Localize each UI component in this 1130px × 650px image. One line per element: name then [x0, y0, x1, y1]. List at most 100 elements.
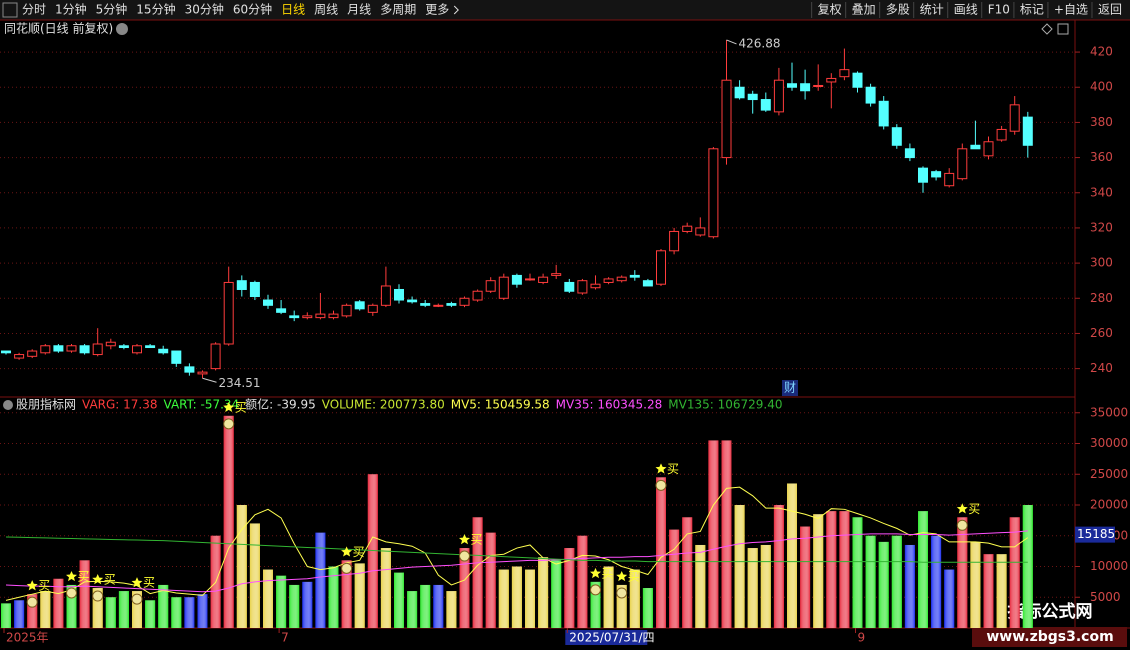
watermark-title: 指标公式网	[1008, 601, 1093, 622]
volume-bar-shine	[800, 526, 811, 628]
candle-body	[171, 350, 182, 364]
title-dropdown[interactable]	[116, 23, 128, 35]
toolbar-tab[interactable]: 更多	[425, 3, 449, 17]
signal-star	[223, 401, 235, 413]
marker-box	[782, 380, 798, 396]
volume-bar-shine	[865, 535, 876, 628]
volume-bar-shine	[14, 600, 25, 628]
candle-body	[1009, 104, 1020, 132]
indicator-dropdown[interactable]	[3, 400, 13, 410]
menu-icon[interactable]	[2, 2, 18, 18]
money-bag	[956, 519, 968, 531]
volume-bar-shine	[695, 544, 706, 628]
toolbar-button[interactable]: 标记	[1020, 3, 1044, 17]
toolbar-tab[interactable]: 5分钟	[96, 2, 128, 17]
candle-body	[14, 354, 25, 359]
candle-body	[367, 304, 378, 313]
candle-body	[105, 341, 116, 347]
candle-body	[446, 303, 457, 306]
candle-body	[721, 79, 732, 159]
volume-bar-shine	[511, 566, 522, 628]
candle-body	[420, 303, 431, 306]
signal-star	[590, 567, 601, 579]
volume-bar-shine	[380, 548, 391, 628]
volume-bar-shine	[40, 591, 51, 628]
candle-body	[40, 345, 51, 354]
toolbar-button[interactable]: +自选	[1054, 3, 1088, 17]
low-label: 234.51	[219, 376, 261, 390]
volume-bar-shine	[249, 523, 260, 628]
toolbar-tab[interactable]: 日线	[281, 3, 305, 17]
money-bag	[459, 550, 470, 562]
toolbar-button[interactable]: 统计	[920, 3, 944, 17]
toolbar-tab[interactable]: 60分钟	[233, 2, 272, 17]
candle-body	[27, 350, 38, 357]
candle-body	[1022, 116, 1033, 146]
window-icon[interactable]	[1057, 23, 1069, 35]
volume-bar-shine	[1022, 505, 1033, 628]
low-arrow	[202, 377, 217, 383]
buy-signal: 买	[471, 533, 483, 547]
toolbar-button[interactable]: 复权	[818, 3, 842, 17]
volume-bar-shine	[721, 440, 732, 628]
candle-body	[878, 100, 889, 127]
volume-bar-shine	[525, 569, 535, 628]
volume-bar-shine	[603, 566, 614, 628]
candle-body	[669, 230, 680, 252]
toolbar-tab[interactable]: 1分钟	[55, 2, 87, 17]
buy-signal: 买	[235, 400, 247, 414]
volume-bar-shine	[459, 548, 470, 628]
toolbar-tab[interactable]: 周线	[314, 3, 338, 17]
volume-bar-shine	[918, 511, 928, 628]
candle-body	[66, 345, 77, 352]
candle-body	[132, 345, 142, 354]
candle-body	[380, 285, 391, 306]
toolbar-tab[interactable]: 30分钟	[185, 2, 224, 17]
buy-signal: 买	[602, 566, 614, 580]
volume-bar-shine	[839, 511, 850, 628]
candle-body	[590, 283, 601, 289]
y-tick-label: 380	[1090, 115, 1113, 129]
candle-body	[459, 297, 470, 306]
volume-bar-shine	[944, 569, 955, 628]
candle-body	[263, 299, 273, 306]
y-tick-label: 30000	[1090, 436, 1128, 450]
volume-bar-shine	[813, 514, 824, 628]
volume-bar-shine	[315, 532, 326, 628]
candle-body	[760, 99, 771, 111]
toolbar-button[interactable]: 多股	[886, 3, 910, 17]
toolbar-button[interactable]: F10	[988, 3, 1010, 17]
volume-bar-shine	[171, 597, 182, 628]
y-tick-label: 260	[1090, 326, 1113, 340]
diamond-icon[interactable]	[1041, 23, 1053, 35]
toolbar-tab[interactable]: 多周期	[380, 3, 416, 17]
toolbar-button[interactable]: 画线	[954, 3, 978, 17]
ma-line	[5, 536, 1028, 563]
candle-body	[158, 348, 169, 354]
volume-bar-shine	[27, 594, 38, 628]
toolbar-tab[interactable]: 分时	[22, 3, 46, 17]
toolbar-button[interactable]: 叠加	[852, 3, 876, 17]
signal-star	[459, 534, 470, 545]
candle-body	[118, 345, 129, 349]
toolbar-tab[interactable]: 15分钟	[136, 2, 175, 17]
volume-bar-shine	[970, 541, 981, 628]
x-tick-label: 2025年	[6, 631, 49, 645]
volume-bar-shine	[787, 483, 797, 628]
volume-bar-shine	[891, 535, 902, 628]
candle-body	[839, 69, 850, 78]
toolbar-button[interactable]: 返回	[1098, 3, 1122, 17]
candle-body	[394, 288, 404, 301]
volume-bar-shine	[904, 544, 915, 628]
volume-bar-shine	[145, 600, 156, 628]
candle-body	[197, 371, 208, 375]
finance-marker[interactable]: 财	[784, 381, 796, 395]
candle-body	[708, 148, 719, 238]
candle-body	[538, 276, 549, 283]
toolbar-tab[interactable]: 月线	[347, 3, 371, 17]
candle-body	[852, 72, 863, 88]
buy-signal: 买	[968, 502, 980, 516]
candle-body	[511, 274, 522, 285]
y-tick-label: 5000	[1090, 590, 1121, 604]
volume-bar-shine	[629, 569, 640, 628]
